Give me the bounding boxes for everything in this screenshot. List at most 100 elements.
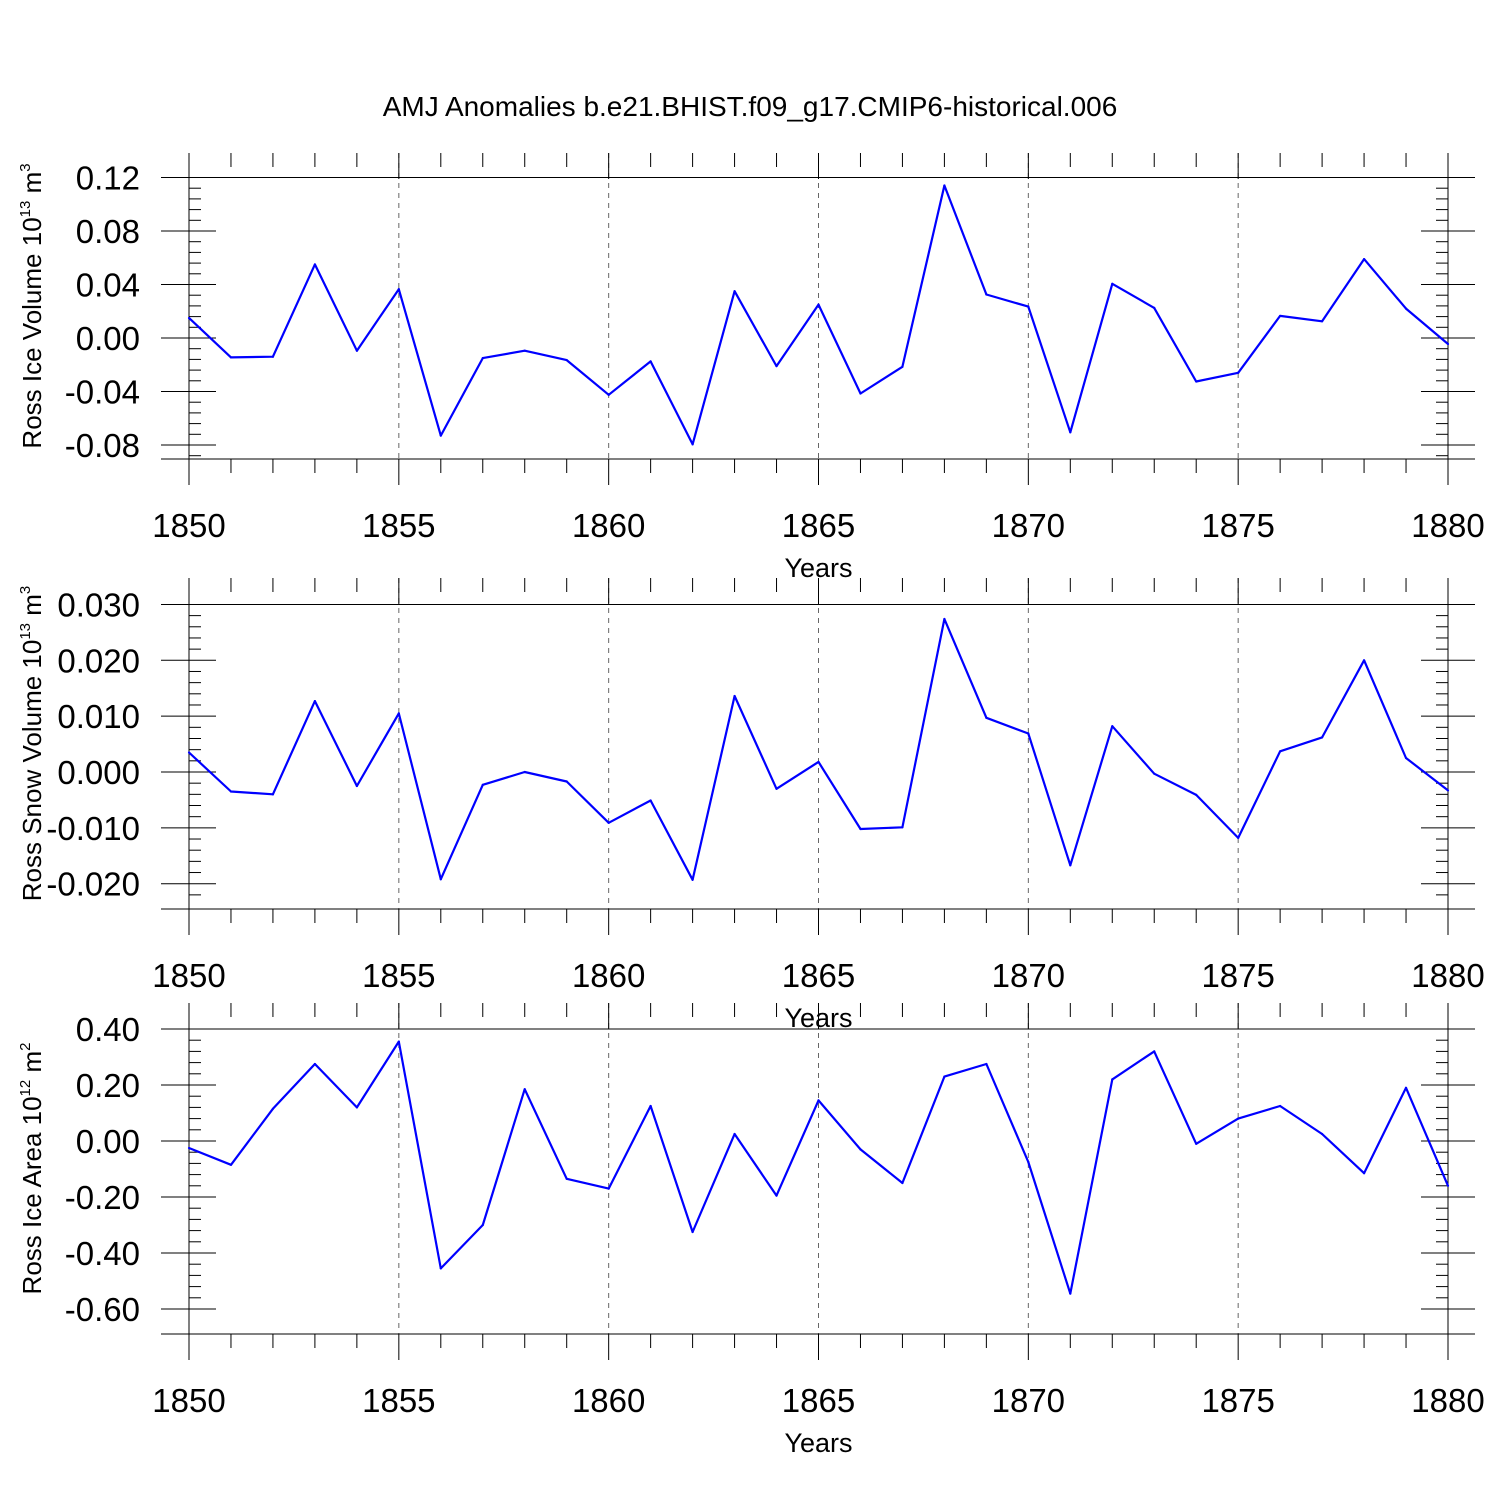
y-axis-title-exponent: 13 xyxy=(17,201,34,218)
data-point xyxy=(775,787,778,790)
x-tick-label: 1880 xyxy=(1411,507,1484,544)
data-point xyxy=(985,293,988,296)
y-axis-title-text: Ross Ice Volume 10 xyxy=(17,217,47,448)
data-point xyxy=(1111,725,1114,728)
data-point xyxy=(565,358,568,362)
chart-panel-1: 1850 1855 1860 1865 1870 1875 1880 0.12 0.08 0.04… xyxy=(17,153,1485,583)
y-tick-label: 0.010 xyxy=(57,698,140,735)
y-axis-title-unit-exponent: 2 xyxy=(17,1043,34,1051)
data-point xyxy=(187,751,191,754)
x-tick-label: 1865 xyxy=(782,507,855,544)
data-point xyxy=(397,1040,400,1043)
data-point xyxy=(523,349,526,352)
data-point xyxy=(229,1163,233,1166)
data-point xyxy=(985,716,988,719)
y-axis-title: Ross Ice Area 1012 m2 xyxy=(17,1043,47,1295)
x-tick-label: 1855 xyxy=(362,1382,435,1419)
data-point xyxy=(397,712,400,715)
y-axis-title-text: Ross Ice Area 10 xyxy=(17,1096,47,1294)
y-tick-label: 0.000 xyxy=(57,754,140,791)
data-point xyxy=(901,1181,904,1185)
x-tick-label: 1855 xyxy=(362,957,435,994)
data-point xyxy=(1362,1172,1366,1175)
y-tick-label: -0.40 xyxy=(65,1235,140,1272)
data-point xyxy=(481,356,484,360)
data-point xyxy=(1279,314,1282,318)
y-tick-label: -0.010 xyxy=(46,810,140,847)
y-tick-label: -0.04 xyxy=(65,374,140,411)
data-point xyxy=(649,799,652,802)
x-tick-label: 1870 xyxy=(992,957,1065,994)
data-point xyxy=(775,364,778,368)
data-point xyxy=(271,355,275,358)
y-tick-label: -0.020 xyxy=(46,866,140,903)
data-point xyxy=(1321,736,1324,739)
x-tick-label: 1875 xyxy=(1201,1382,1274,1419)
data-point xyxy=(1153,1050,1156,1053)
data-point xyxy=(1279,1104,1282,1108)
data-point xyxy=(481,783,484,786)
y-axis-title-text: Ross Snow Volume 10 xyxy=(17,640,47,902)
data-point xyxy=(1027,305,1030,308)
data-point xyxy=(901,365,904,368)
data-point xyxy=(649,1104,652,1108)
y-tick-label: 0.12 xyxy=(76,160,140,197)
y-tick-label: 0.00 xyxy=(76,1123,140,1160)
x-tick-label: 1880 xyxy=(1411,1382,1484,1419)
data-point xyxy=(817,303,820,306)
y-tick-label: 0.00 xyxy=(76,320,140,357)
data-point xyxy=(943,617,946,621)
x-tick-label: 1850 xyxy=(152,507,225,544)
data-point xyxy=(859,1148,862,1151)
data-point xyxy=(985,1062,988,1066)
data-point xyxy=(1362,257,1366,261)
data-point xyxy=(1404,1086,1408,1089)
x-tick-label: 1860 xyxy=(572,1382,645,1419)
data-point xyxy=(397,288,400,291)
data-point xyxy=(1111,282,1114,285)
data-point xyxy=(1404,307,1408,310)
data-point xyxy=(817,1099,820,1102)
data-point xyxy=(1237,371,1240,374)
y-axis-title-exponent: 13 xyxy=(17,623,34,640)
data-point xyxy=(859,827,862,831)
data-point xyxy=(1153,772,1156,775)
data-point xyxy=(313,263,316,266)
data-point xyxy=(1237,836,1240,840)
x-tick-label: 1875 xyxy=(1201,507,1274,544)
x-tick-label: 1870 xyxy=(992,507,1065,544)
data-point xyxy=(481,1223,484,1227)
chart-panel-3: 1850 1855 1860 1865 1870 1875 1880 0.40 0.20 0.00… xyxy=(17,1003,1485,1458)
x-tick-label: 1875 xyxy=(1201,957,1274,994)
x-tick-label: 1855 xyxy=(362,507,435,544)
x-tick-label: 1865 xyxy=(782,957,855,994)
x-axis-title: Years xyxy=(784,1428,852,1458)
data-point xyxy=(271,793,275,796)
data-point xyxy=(733,1132,736,1136)
data-point xyxy=(1446,789,1450,792)
data-point xyxy=(439,878,442,881)
y-axis-title-unit: m xyxy=(17,1051,47,1080)
data-point xyxy=(1027,732,1030,735)
data-point xyxy=(607,821,610,824)
y-axis-title: Ross Snow Volume 1013 m3 xyxy=(17,586,47,902)
data-point xyxy=(229,790,233,793)
y-axis-title: Ross Ice Volume 1013 m3 xyxy=(17,163,47,448)
data-point xyxy=(313,1062,316,1066)
y-axis-title-unit: m xyxy=(17,594,47,623)
data-point xyxy=(691,443,694,446)
y-tick-label: 0.08 xyxy=(76,213,140,250)
data-point xyxy=(1279,750,1282,753)
y-axis-title-exponent: 12 xyxy=(17,1080,34,1097)
y-tick-label: -0.60 xyxy=(65,1291,140,1328)
y-tick-label: 0.030 xyxy=(57,586,140,623)
x-tick-label: 1870 xyxy=(992,1382,1065,1419)
data-point xyxy=(187,1146,191,1150)
data-point xyxy=(1446,342,1450,346)
x-tick-label: 1850 xyxy=(152,957,225,994)
data-point xyxy=(691,878,694,881)
y-tick-label: -0.20 xyxy=(65,1179,140,1216)
data-point xyxy=(313,699,316,703)
data-point xyxy=(901,826,904,829)
